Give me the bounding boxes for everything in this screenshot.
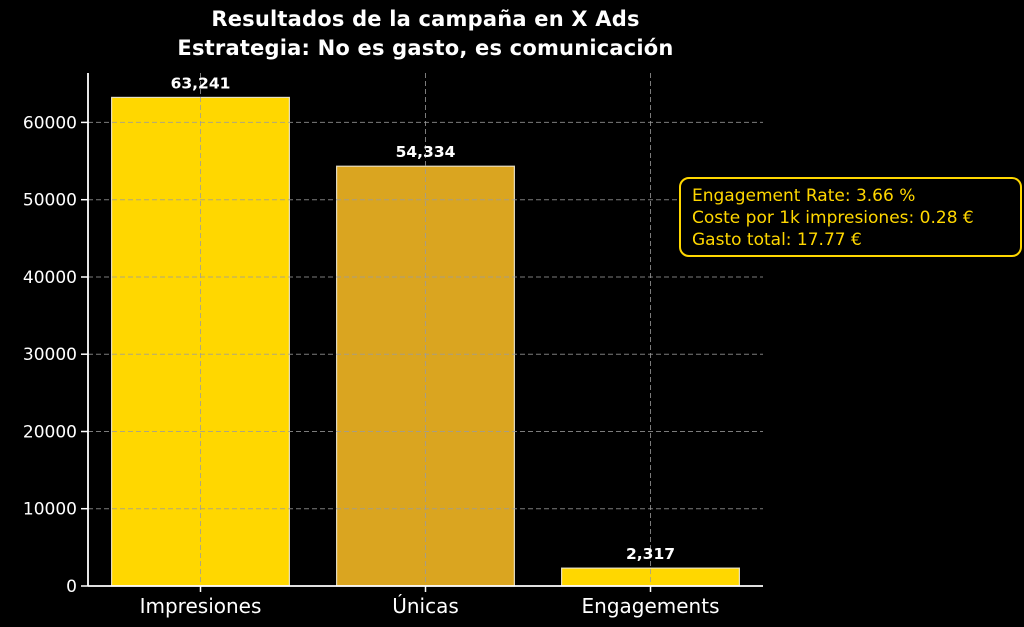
bar-value-label-únicas: 54,334 (396, 143, 456, 161)
annotation-line-cost-per-1k-impressions: Coste por 1k impresiones: 0.28 € (692, 208, 974, 228)
x-tick-label-impresiones: Impresiones (140, 594, 262, 618)
annotation-box: Engagement Rate: 3.66 % Coste por 1k imp… (679, 177, 1022, 257)
annotation-line-total-spend: Gasto total: 17.77 € (692, 230, 862, 250)
y-tick-label-30000: 30000 (23, 345, 77, 365)
y-tick-label-60000: 60000 (23, 113, 77, 133)
y-tick-label-50000: 50000 (23, 191, 77, 211)
y-tick-label-20000: 20000 (23, 423, 77, 443)
y-tick-label-0: 0 (66, 577, 77, 597)
x-tick-label-engagements: Engagements (582, 594, 720, 618)
chart-title-line1: Resultados de la campaña en X Ads (211, 7, 640, 31)
bar-value-label-impresiones: 63,241 (171, 74, 231, 92)
bar-value-label-engagements: 2,317 (626, 545, 675, 563)
x-tick-label-únicas: Únicas (392, 594, 459, 618)
chart-title-line2: Estrategia: No es gasto, es comunicación (177, 36, 674, 60)
chart-title: Resultados de la campaña en X Ads Estrat… (88, 5, 763, 63)
y-tick-label-10000: 10000 (23, 500, 77, 520)
y-tick-label-40000: 40000 (23, 268, 77, 288)
annotation-line-engagement-rate: Engagement Rate: 3.66 % (692, 186, 916, 206)
